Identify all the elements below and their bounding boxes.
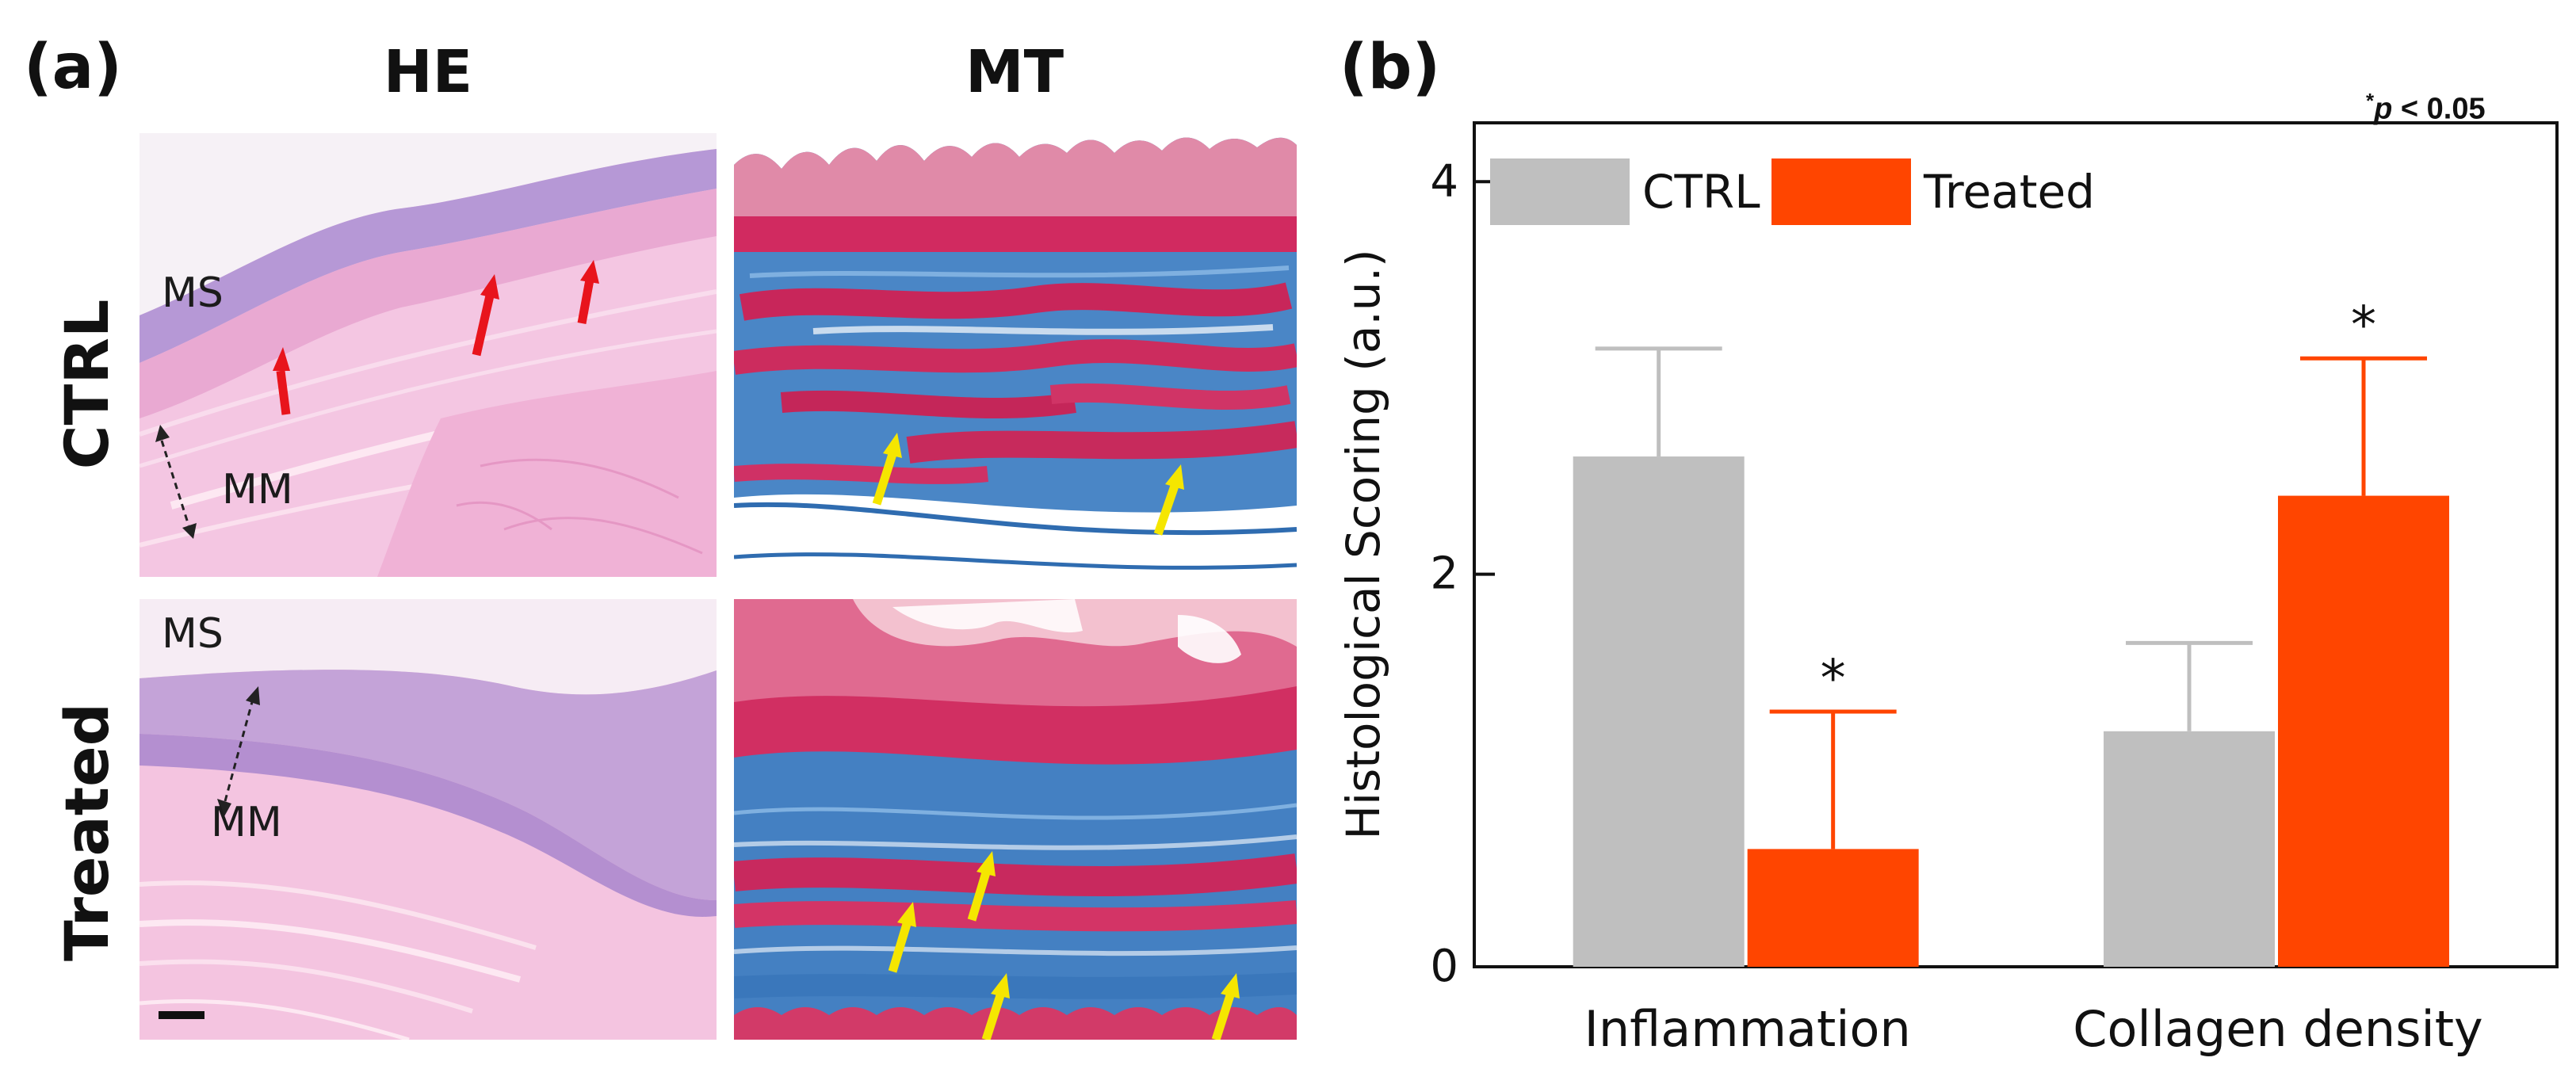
y-tick-label-2: 4 — [1430, 155, 1458, 207]
panel-a-label: (a) — [24, 32, 122, 103]
plot-frame — [1473, 121, 2559, 968]
panel-b-label: (b) — [1340, 32, 1441, 103]
micrograph-mt-treated — [734, 599, 1297, 1040]
micrograph-he-treated: MS MM — [140, 599, 717, 1040]
legend-label-ctrl: CTRL — [1642, 165, 1760, 219]
y-tick-label-0: 0 — [1430, 941, 1458, 992]
legend-label-treated: Treated — [1923, 165, 2095, 219]
label-ms-treated: MS — [162, 610, 224, 658]
bar-treated-0 — [1747, 849, 1919, 967]
bar-treated-1 — [2278, 495, 2450, 967]
y-tick-label-1: 2 — [1430, 548, 1458, 600]
significance-star-0: * — [1821, 650, 1846, 708]
micrograph-mt-ctrl — [734, 133, 1297, 577]
x-tick-label-0: Inflammation — [1584, 1000, 1911, 1058]
y-axis-label: Histological Scoring (a.u.) — [1336, 249, 1390, 839]
column-header-he: HE — [383, 38, 473, 106]
bar-ctrl-1 — [2104, 731, 2276, 967]
legend-swatch-ctrl — [1490, 158, 1630, 225]
bar-ctrl-0 — [1573, 456, 1745, 967]
x-tick-label-1: Collagen density — [2073, 1000, 2483, 1058]
column-header-mt: MT — [965, 38, 1064, 106]
p-value-note: *p < 0.05 — [2366, 89, 2486, 126]
label-ms-ctrl: MS — [162, 269, 224, 317]
legend-swatch-treated — [1771, 158, 1911, 225]
label-mm-ctrl: MM — [222, 466, 293, 514]
label-mm-treated: MM — [211, 799, 282, 846]
significance-star-1: * — [2351, 296, 2376, 355]
micrograph-he-ctrl: MS MM — [140, 133, 717, 577]
